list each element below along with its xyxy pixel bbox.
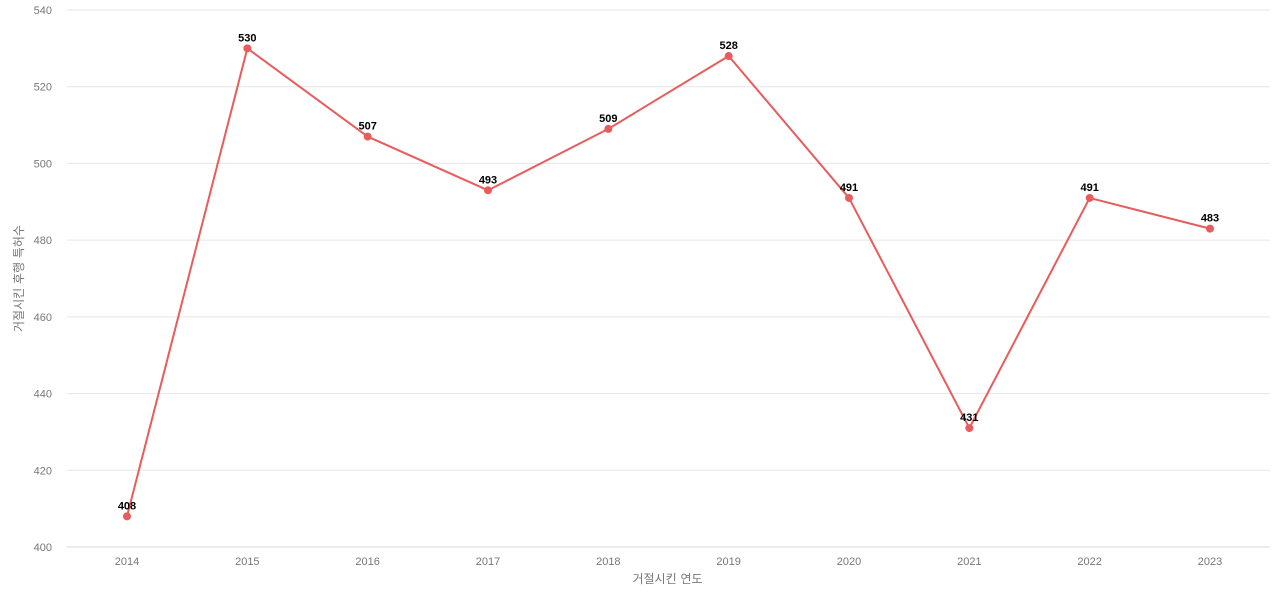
data-point[interactable]	[363, 132, 372, 141]
x-tick-label: 2023	[1198, 556, 1222, 568]
series-layer	[123, 44, 1214, 521]
data-label: 491	[840, 182, 858, 194]
x-tick-label: 2015	[235, 556, 259, 568]
series-line	[126, 47, 1211, 517]
y-tick-label: 520	[34, 82, 52, 94]
data-point[interactable]	[965, 424, 974, 433]
data-point[interactable]	[243, 44, 252, 53]
x-axis-ticks: 2014 2015 2016 2017 2018 2019 2020 2021 2022 2023	[115, 556, 1222, 568]
x-tick-label: 2014	[115, 556, 139, 568]
data-labels: 408 530 507 493 509 528 491 431 491 483	[118, 32, 1219, 512]
x-tick-label: 2021	[957, 556, 981, 568]
data-point[interactable]	[845, 193, 853, 202]
y-tick-label: 440	[34, 389, 52, 401]
x-tick-label: 2020	[837, 556, 861, 568]
data-label: 483	[1201, 213, 1219, 225]
y-tick-label: 480	[34, 235, 52, 247]
data-label: 509	[599, 113, 617, 125]
data-label: 507	[358, 121, 376, 133]
data-label: 491	[1080, 182, 1098, 194]
x-tick-label: 2016	[355, 556, 379, 568]
y-tick-label: 400	[34, 542, 52, 554]
data-point[interactable]	[1206, 224, 1214, 233]
data-label: 493	[479, 174, 497, 186]
y-axis-ticks: 400 420 440 460 480 500 520 540	[34, 5, 52, 554]
y-tick-label: 420	[34, 465, 52, 477]
data-point[interactable]	[724, 52, 733, 61]
x-tick-label: 2017	[476, 556, 500, 568]
y-tick-label: 540	[34, 5, 52, 17]
data-label: 431	[960, 412, 978, 424]
y-axis-title: 거절시킨 후행 특허수	[11, 225, 26, 332]
data-point[interactable]	[604, 124, 613, 133]
x-axis-title: 거절시킨 연도	[632, 572, 702, 586]
y-tick-label: 460	[34, 312, 52, 324]
x-tick-label: 2022	[1077, 556, 1101, 568]
x-tick-label: 2018	[596, 556, 620, 568]
x-tick-label: 2019	[716, 556, 740, 568]
data-label: 408	[118, 500, 136, 512]
data-label: 528	[719, 40, 737, 52]
grid-lines	[67, 9, 1270, 548]
y-tick-label: 500	[34, 158, 52, 170]
data-point[interactable]	[123, 512, 131, 521]
data-point[interactable]	[1085, 193, 1094, 202]
data-label: 530	[238, 32, 256, 44]
data-point[interactable]	[484, 186, 492, 195]
